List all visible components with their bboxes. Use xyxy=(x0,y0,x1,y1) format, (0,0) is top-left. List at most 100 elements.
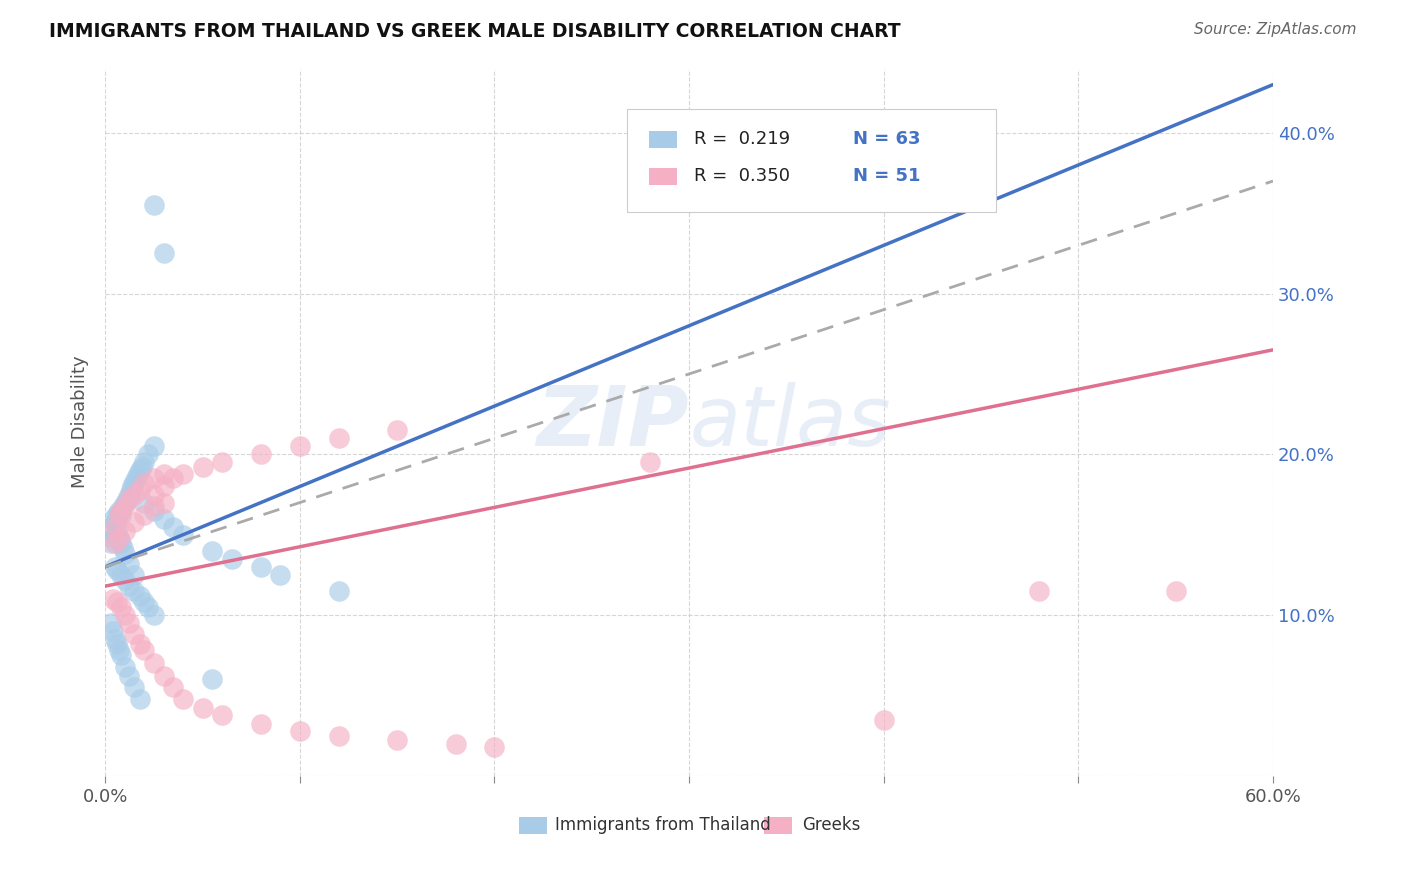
Point xyxy=(108,531,131,545)
Point xyxy=(152,467,174,481)
Point xyxy=(108,508,131,523)
Text: N = 63: N = 63 xyxy=(852,130,920,148)
Point xyxy=(101,531,124,545)
Point xyxy=(142,198,165,212)
Point xyxy=(117,669,139,683)
Point xyxy=(269,567,291,582)
Point xyxy=(104,535,127,549)
Point xyxy=(221,551,243,566)
Point xyxy=(105,595,128,609)
Point xyxy=(328,584,350,599)
Point xyxy=(111,541,134,555)
Point xyxy=(142,499,165,513)
FancyBboxPatch shape xyxy=(763,817,792,834)
Point xyxy=(134,643,156,657)
Point xyxy=(114,499,136,513)
Point xyxy=(136,600,159,615)
Point xyxy=(110,508,132,523)
Text: R =  0.350: R = 0.350 xyxy=(693,167,790,185)
Point xyxy=(129,637,152,651)
Text: ZIP: ZIP xyxy=(537,382,689,463)
Text: IMMIGRANTS FROM THAILAND VS GREEK MALE DISABILITY CORRELATION CHART: IMMIGRANTS FROM THAILAND VS GREEK MALE D… xyxy=(49,22,901,41)
Point xyxy=(105,637,128,651)
Point xyxy=(101,592,124,607)
Point xyxy=(152,246,174,260)
Point xyxy=(114,573,136,587)
Point xyxy=(124,627,146,641)
Point xyxy=(129,483,152,497)
Point xyxy=(250,717,273,731)
Point xyxy=(114,524,136,539)
Point xyxy=(191,460,214,475)
Point xyxy=(124,515,146,529)
Point xyxy=(142,657,165,671)
Point xyxy=(142,503,165,517)
Point xyxy=(136,447,159,461)
Point xyxy=(105,563,128,577)
Point xyxy=(114,608,136,623)
FancyBboxPatch shape xyxy=(650,168,678,185)
Point xyxy=(104,519,127,533)
Point xyxy=(124,567,146,582)
Point xyxy=(152,495,174,509)
Point xyxy=(114,659,136,673)
Point xyxy=(110,535,132,549)
Point xyxy=(134,476,156,491)
Point xyxy=(124,681,146,695)
Point xyxy=(117,616,139,631)
Point xyxy=(250,447,273,461)
FancyBboxPatch shape xyxy=(650,131,678,148)
Point xyxy=(104,527,127,541)
Point xyxy=(873,713,896,727)
Point xyxy=(101,624,124,639)
Point xyxy=(134,508,156,523)
Text: Source: ZipAtlas.com: Source: ZipAtlas.com xyxy=(1194,22,1357,37)
FancyBboxPatch shape xyxy=(627,109,997,212)
Text: R =  0.219: R = 0.219 xyxy=(693,130,790,148)
Point xyxy=(142,439,165,453)
Point xyxy=(162,471,184,485)
Point xyxy=(114,495,136,509)
Point xyxy=(1164,584,1187,599)
Point xyxy=(129,463,152,477)
Point xyxy=(110,567,132,582)
Point xyxy=(108,503,131,517)
Point xyxy=(124,584,146,599)
Point xyxy=(115,492,138,507)
Point xyxy=(211,707,233,722)
Point xyxy=(100,535,122,549)
Point xyxy=(124,475,146,489)
Point xyxy=(444,737,467,751)
Point xyxy=(110,503,132,517)
Text: Immigrants from Thailand: Immigrants from Thailand xyxy=(555,816,770,834)
Point xyxy=(484,739,506,754)
Point xyxy=(201,543,224,558)
Point xyxy=(385,733,408,747)
Point xyxy=(111,499,134,513)
Point xyxy=(134,495,156,509)
Point xyxy=(134,455,156,469)
Point xyxy=(100,519,122,533)
Point xyxy=(117,557,139,571)
Point xyxy=(131,460,153,475)
Point xyxy=(142,487,165,501)
Point xyxy=(104,632,127,647)
Point xyxy=(250,559,273,574)
Point xyxy=(125,471,148,485)
FancyBboxPatch shape xyxy=(519,817,547,834)
Point xyxy=(1028,584,1050,599)
Point xyxy=(152,479,174,493)
Point xyxy=(162,681,184,695)
Point xyxy=(124,487,146,501)
Point xyxy=(117,579,139,593)
Point xyxy=(142,471,165,485)
Point xyxy=(104,559,127,574)
Point xyxy=(129,589,152,603)
Point xyxy=(104,515,127,529)
Point xyxy=(328,431,350,445)
Point xyxy=(328,729,350,743)
Point xyxy=(108,643,131,657)
Point xyxy=(152,511,174,525)
Point xyxy=(100,616,122,631)
Text: atlas: atlas xyxy=(689,382,891,463)
